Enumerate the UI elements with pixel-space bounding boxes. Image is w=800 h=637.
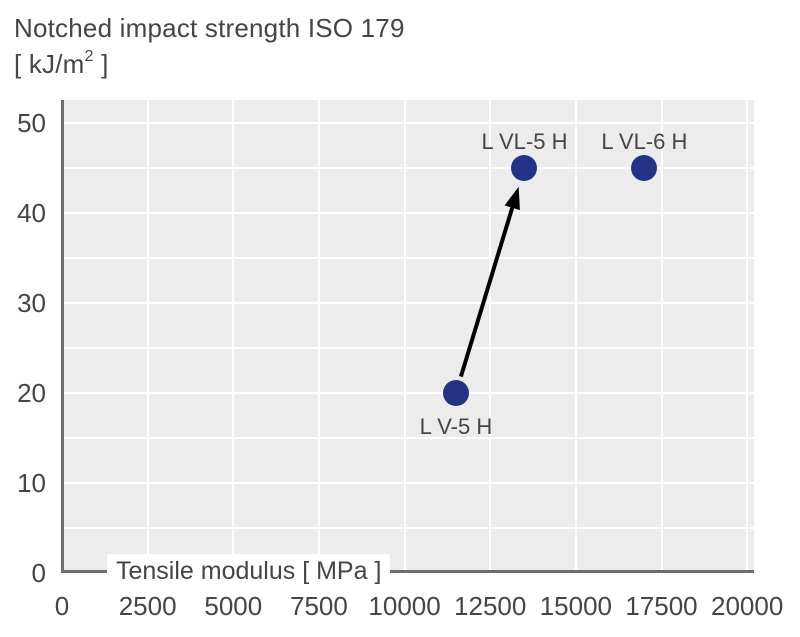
chart-title-units: [ kJ/m2 ] [14, 46, 405, 82]
y-tick-label: 30 [17, 287, 46, 318]
data-point [442, 379, 469, 406]
units-superscript: 2 [84, 48, 94, 66]
x-tick-label: 5000 [204, 591, 263, 621]
y-gridline [62, 436, 754, 439]
x-gridline [574, 100, 577, 573]
y-tick-label: 0 [31, 558, 46, 588]
units-suffix: ] [93, 49, 109, 79]
chart-title: Notched impact strength ISO 179 [ kJ/m2 … [14, 10, 405, 82]
x-tick-label: 7500 [290, 591, 348, 621]
y-gridline [62, 211, 754, 214]
y-gridline [62, 391, 754, 394]
y-tick-label: 40 [17, 197, 46, 228]
x-tick-label: 12500 [454, 591, 527, 621]
x-axis-line [61, 570, 754, 573]
x-axis-title: Tensile modulus [ MPa ] [107, 554, 391, 588]
x-tick-label: 17500 [625, 591, 698, 621]
y-gridline [62, 346, 754, 349]
x-tick-label: 2500 [118, 591, 177, 621]
data-point [631, 154, 658, 181]
y-gridline [62, 121, 754, 124]
x-gridline [660, 100, 663, 573]
units-prefix: [ kJ/m [14, 49, 85, 79]
y-gridline [62, 166, 754, 169]
x-tick-label: 10000 [368, 591, 441, 621]
data-point-label: L V-5 H [419, 413, 493, 439]
data-point [511, 154, 538, 181]
chart-title-line1: Notched impact strength ISO 179 [14, 13, 405, 43]
x-tick-label: 20000 [710, 591, 784, 621]
y-tick-label: 50 [17, 107, 46, 138]
y-tick-label: 20 [17, 377, 46, 408]
y-axis-line [61, 100, 64, 573]
x-tick-label: 0 [54, 591, 70, 621]
x-gridline [403, 100, 406, 573]
x-gridline [746, 100, 749, 573]
y-tick-label: 10 [17, 467, 46, 498]
y-gridline [62, 256, 754, 259]
x-tick-label: 15000 [539, 591, 613, 621]
data-point-label: L VL-5 H [481, 128, 568, 154]
x-gridline [146, 100, 149, 573]
x-gridline [232, 100, 235, 573]
y-gridline [62, 301, 754, 304]
y-gridline [62, 481, 754, 484]
x-gridline [317, 100, 320, 573]
x-gridline [489, 100, 492, 573]
y-gridline [62, 526, 754, 529]
data-point-label: L VL-6 H [601, 128, 688, 154]
